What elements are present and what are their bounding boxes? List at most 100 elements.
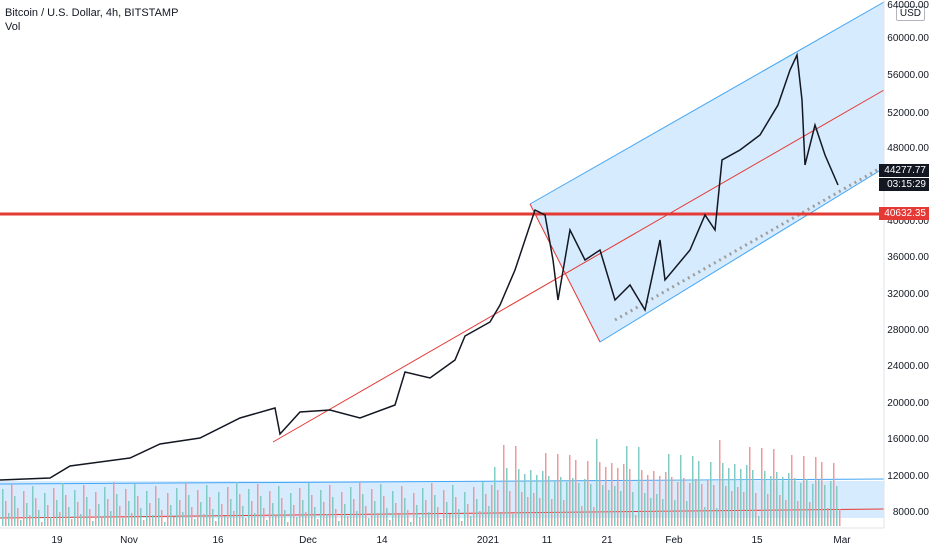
- time-axis-label: 16: [212, 535, 224, 546]
- volume-bar: [254, 513, 256, 526]
- volume-bar: [281, 498, 283, 526]
- volume-bar: [710, 462, 712, 526]
- volume-bar: [413, 493, 415, 526]
- volume-bar: [611, 463, 613, 526]
- volume-bar: [326, 514, 328, 526]
- currency-badge[interactable]: USD: [895, 6, 925, 21]
- volume-bar: [374, 501, 376, 526]
- volume-bar: [287, 522, 289, 526]
- volume-bar: [119, 506, 121, 526]
- volume-bar: [308, 483, 310, 526]
- volume-bar: [344, 504, 346, 526]
- price-axis-label: 60000.00: [887, 33, 929, 44]
- volume-bar: [551, 499, 553, 526]
- volume-bar: [821, 462, 823, 526]
- volume-bar: [716, 508, 718, 526]
- volume-bar: [461, 521, 463, 526]
- volume-bar: [407, 510, 409, 526]
- volume-bar: [314, 507, 316, 526]
- volume-bar: [305, 512, 307, 526]
- volume-bar: [650, 498, 652, 526]
- volume-bar: [356, 511, 358, 526]
- price-line: [0, 52, 839, 481]
- volume-bar: [113, 482, 115, 526]
- volume-bar: [491, 485, 493, 526]
- volume-bar: [200, 502, 202, 526]
- volume-bar: [443, 490, 445, 526]
- volume-bar: [587, 461, 589, 526]
- volume-bar: [779, 495, 781, 526]
- volume-bar: [704, 507, 706, 526]
- volume-bar: [275, 515, 277, 526]
- volume-bar: [695, 479, 697, 526]
- volume-bar: [257, 484, 259, 526]
- volume-bar: [398, 515, 400, 526]
- price-axis-label: 40000.00: [887, 216, 929, 227]
- volume-bar: [320, 490, 322, 526]
- time-axis-label: Dec: [299, 535, 317, 546]
- volume-bar: [527, 497, 529, 526]
- volume-bar: [323, 502, 325, 526]
- volume-bar: [389, 520, 391, 526]
- volume-bar: [401, 486, 403, 526]
- volume-bar: [800, 483, 802, 526]
- volume-bar: [368, 518, 370, 526]
- volume-bar: [41, 522, 43, 526]
- volume-bar: [419, 517, 421, 526]
- volume-bar: [749, 447, 751, 526]
- volume-bar: [35, 498, 37, 526]
- price-axis-label: 36000.00: [887, 252, 929, 263]
- volume-bar: [512, 514, 514, 526]
- level-price-tag: 40632.35: [879, 207, 929, 220]
- volume-bar: [140, 508, 142, 526]
- volume-bar: [569, 455, 571, 526]
- volume-bar: [623, 464, 625, 526]
- volume-bar: [554, 481, 556, 526]
- time-axis-label: Nov: [120, 535, 138, 546]
- volume-bar: [245, 518, 247, 526]
- volume-bar: [362, 494, 364, 526]
- volume-bar: [236, 482, 238, 526]
- volume-bar: [197, 490, 199, 526]
- price-axis-label: 28000.00: [887, 325, 929, 336]
- volume-bar: [110, 511, 112, 526]
- volume-bar: [722, 463, 724, 526]
- volume-bar: [20, 520, 22, 526]
- volume-bar: [767, 494, 769, 526]
- volume-indicator-label: Vol: [5, 21, 21, 33]
- volume-bar: [377, 513, 379, 526]
- volume-bar: [770, 476, 772, 526]
- price-axis-label: 52000.00: [887, 108, 929, 119]
- volume-bar: [221, 504, 223, 526]
- volume-bar: [380, 484, 382, 526]
- volume-bar: [194, 519, 196, 526]
- volume-bar: [434, 495, 436, 526]
- volume-bar: [545, 453, 547, 526]
- volume-bar: [218, 492, 220, 526]
- volume-bar: [191, 507, 193, 526]
- volume-bar: [311, 495, 313, 526]
- volume-bar: [428, 512, 430, 526]
- volume-bar: [494, 467, 496, 526]
- volume-bar: [56, 500, 58, 526]
- volume-bar: [620, 491, 622, 526]
- channel-upper-line: [529, 1, 885, 205]
- volume-bar: [476, 499, 478, 526]
- volume-bar: [668, 454, 670, 526]
- volume-bar: [104, 487, 106, 526]
- volume-bar: [629, 469, 631, 526]
- volume-bar: [731, 491, 733, 526]
- channel-median-line: [272, 89, 885, 443]
- volume-bar: [359, 482, 361, 526]
- volume-bar: [386, 508, 388, 526]
- volume-bar: [740, 469, 742, 526]
- volume-bar: [674, 500, 676, 526]
- volume-bar: [773, 449, 775, 526]
- volume-bar: [686, 501, 688, 526]
- price-axis-label: 24000.00: [887, 361, 929, 372]
- volume-bar: [371, 489, 373, 526]
- volume-bar: [614, 486, 616, 526]
- volume-bar: [176, 488, 178, 526]
